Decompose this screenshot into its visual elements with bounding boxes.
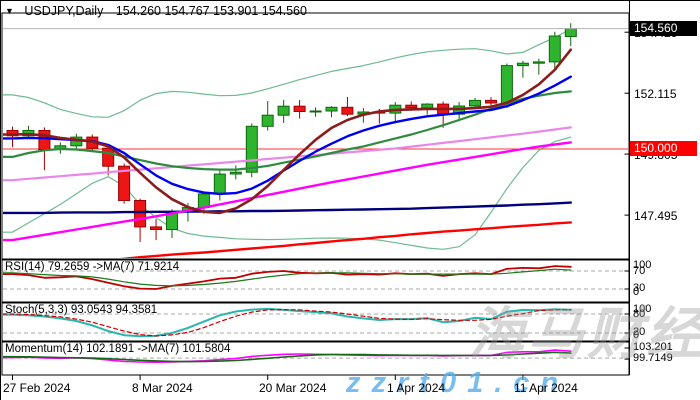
- candle-bull: [213, 173, 226, 195]
- candle-bull: [245, 125, 258, 173]
- candles: [6, 23, 577, 242]
- rsi-axis-label: 70: [633, 265, 646, 277]
- date-tick-label: 11 Apr 2024: [514, 381, 578, 395]
- momentum-panel-label: Momentum(14) 102.1891 ->MA(7) 101.5804: [5, 343, 231, 355]
- momentum-axis-label: 103.201: [633, 341, 673, 353]
- overlay-band-upper: [3, 28, 572, 118]
- candle-bull: [229, 171, 242, 175]
- main-panel-border: [1, 12, 630, 260]
- overlay-band-lower: [3, 136, 572, 250]
- hline-price-badge: 150.000: [630, 141, 697, 156]
- main-plot: [3, 23, 628, 258]
- overlay-ma-plum: [3, 126, 572, 182]
- rsi-series-MA(7): [3, 268, 572, 287]
- stochastic-series-%D: [3, 308, 572, 337]
- candle-bear: [118, 165, 131, 201]
- candle-bear: [293, 105, 306, 112]
- candle-bull: [516, 62, 529, 67]
- candle-bull: [469, 99, 481, 107]
- current-price-badge: 154.560: [630, 21, 697, 36]
- chart-title-bar: ▼ USDJPY,Daily 154.260 154.767 153.901 1…: [5, 2, 307, 20]
- rsi-axis-label: 0: [633, 286, 640, 298]
- symbol-dropdown-icon[interactable]: ▼: [5, 6, 14, 16]
- momentum-axis-label: 99.7149: [633, 352, 673, 364]
- candle-bull: [548, 35, 561, 63]
- date-tick-label: 20 Mar 2024: [259, 381, 327, 395]
- stochastic-axis-label: 80: [633, 308, 646, 320]
- overlay-ma-red-slow: [120, 221, 572, 258]
- candle-bear: [341, 106, 354, 115]
- chart-symbol-label: USDJPY,Daily: [24, 4, 104, 18]
- rsi-series-RSI(14): [3, 265, 572, 290]
- stochastic-axis-label: 0: [633, 329, 640, 341]
- watermark-center: 海马财经: [469, 302, 700, 365]
- candle-bull: [309, 110, 322, 113]
- candle-bull: [197, 193, 210, 209]
- chart-ohlc-values: 154.260 154.767 153.901 154.560: [115, 4, 307, 18]
- candle-bull: [421, 103, 434, 109]
- rsi-axis-label: 100: [633, 259, 652, 271]
- candle-bear: [134, 200, 147, 228]
- stochastic-axis-label: 100: [633, 303, 652, 315]
- date-tick-label: 1 Apr 2024: [387, 381, 446, 395]
- candle-bull: [261, 114, 274, 127]
- overlay-ma-navy: [3, 201, 572, 215]
- stochastic-series-%K: [3, 307, 572, 338]
- candle-bull: [277, 105, 290, 116]
- rsi-plot: [3, 265, 628, 290]
- candle-bear: [150, 226, 162, 230]
- candle-bear: [38, 130, 51, 150]
- candle-bull: [500, 65, 513, 104]
- stochastic-panel-label: Stoch(5,3,3) 93.0543 94.3581: [5, 304, 158, 316]
- price-tick-label: 152.115: [634, 87, 677, 101]
- overlay-ma-darkgreen: [3, 90, 572, 171]
- momentum-series-MA(7): [3, 351, 572, 363]
- stochastic-plot: [3, 307, 628, 338]
- rsi-panel-label: RSI(14) 79.2659 ->MA(7) 71.9214: [5, 261, 180, 273]
- candle-bear: [405, 104, 418, 109]
- date-tick-label: 27 Feb 2024: [3, 381, 71, 395]
- watermark-bottom: zzrt01.cn: [346, 367, 570, 399]
- overlay-ma-maroon: [3, 48, 573, 215]
- candle-bear: [485, 99, 497, 104]
- overlay-ma-magenta: [3, 141, 572, 242]
- overlay-ma-blue: [3, 75, 572, 196]
- date-tick-label: 8 Mar 2024: [132, 381, 193, 395]
- rsi-axis-label: 30: [633, 282, 646, 294]
- stochastic-axis-label: 20: [633, 326, 646, 338]
- candle-bull: [325, 106, 338, 112]
- candle-bull: [564, 28, 577, 38]
- candle-bull: [532, 61, 545, 64]
- candle-bear: [102, 147, 115, 167]
- price-tick-label: 147.495: [634, 209, 678, 223]
- momentum-plot: [3, 349, 628, 364]
